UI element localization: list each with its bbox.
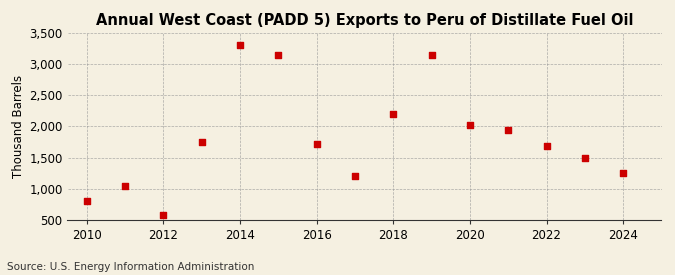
- Point: [196, 140, 207, 144]
- Point: [541, 144, 552, 149]
- Point: [388, 112, 399, 116]
- Point: [350, 174, 360, 178]
- Title: Annual West Coast (PADD 5) Exports to Peru of Distillate Fuel Oil: Annual West Coast (PADD 5) Exports to Pe…: [96, 13, 633, 28]
- Point: [81, 199, 92, 204]
- Text: Source: U.S. Energy Information Administration: Source: U.S. Energy Information Administ…: [7, 262, 254, 272]
- Point: [234, 43, 245, 48]
- Point: [119, 183, 130, 188]
- Y-axis label: Thousand Barrels: Thousand Barrels: [12, 75, 25, 178]
- Point: [503, 127, 514, 132]
- Point: [158, 213, 169, 217]
- Point: [464, 123, 475, 127]
- Point: [618, 171, 628, 175]
- Point: [311, 142, 322, 146]
- Point: [579, 155, 590, 160]
- Point: [426, 53, 437, 57]
- Point: [273, 53, 284, 57]
